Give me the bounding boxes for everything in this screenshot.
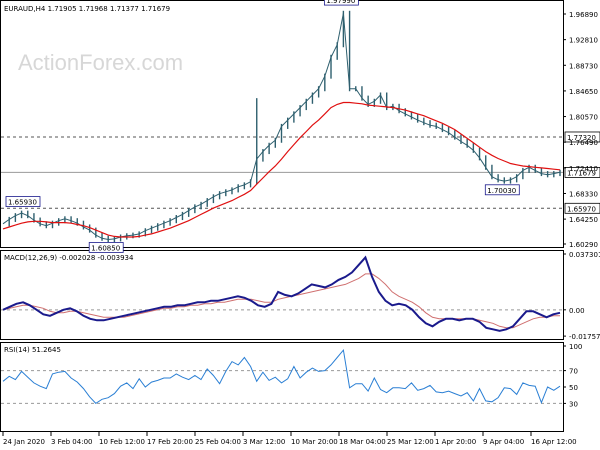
- rsi-y-tick-label-0: 100: [569, 343, 582, 351]
- price-level-tag-1: [564, 167, 600, 178]
- x-tick-label-4: 25 Feb 04:00: [195, 438, 241, 446]
- price-y-tick-label-1: 1.92810: [569, 37, 598, 45]
- price-y-tick-label-3: 1.84650: [569, 88, 598, 96]
- rsi-y-tick-label-3: 30: [569, 400, 578, 408]
- price-close-line: [2, 13, 561, 241]
- rsi-plot: [1, 348, 563, 405]
- price-y-tick-label-7: 1.68330: [569, 190, 598, 198]
- rsi-panel-frame: [0, 342, 564, 432]
- rsi-y-tick-label-2: 50: [569, 384, 578, 392]
- rsi-line: [2, 348, 561, 405]
- price-y-tick-label-4: 1.80570: [569, 114, 598, 122]
- price-level-tag-0: [564, 131, 600, 143]
- price-annotation-label-3: 1.70030: [487, 187, 516, 195]
- price-annotation-label-0: 1.97990: [326, 0, 355, 5]
- x-tick-label-0: 24 Jan 2020: [3, 438, 45, 446]
- watermark: ActionForex.com: [18, 50, 183, 75]
- x-tick-label-9: 1 Apr 20:00: [435, 438, 476, 446]
- price-annotation-box-1: [5, 196, 41, 207]
- macd-header: MACD(12,26,9) -0.002028 -0.003934: [4, 254, 134, 262]
- macd-line: [2, 255, 561, 332]
- macd-y-tick-label-0: 0.037301: [569, 251, 600, 259]
- price-annotation-box-3: [484, 184, 520, 196]
- price-annotation-label-1: 1.65930: [8, 199, 37, 207]
- macd-y-tick-label-1: 0.00: [569, 307, 585, 315]
- price-header: EURAUD,H4 1.71905 1.71968 1.71377 1.7167…: [4, 5, 170, 13]
- x-tick-label-5: 3 Mar 12:00: [243, 438, 285, 446]
- price-annotation-box-2: [88, 242, 124, 253]
- x-tick-label-3: 17 Feb 20:00: [147, 438, 193, 446]
- price-y-tick-label-0: 1.96890: [569, 11, 598, 19]
- x-tick-label-8: 25 Mar 12:00: [387, 438, 434, 446]
- rsi-header: RSI(14) 51.2645: [4, 346, 61, 354]
- price-plot: 1.97990 1.65930 1.60850 1.70030: [1, 0, 563, 253]
- price-y-tick-label-2: 1.88730: [569, 62, 598, 70]
- macd-plot: [1, 255, 563, 332]
- macd-panel-frame: [0, 250, 564, 340]
- price-y-tick-label-6: 1.72410: [569, 165, 598, 173]
- price-y-tick-label-5: 1.76490: [569, 139, 598, 147]
- price-level-tag-2: [564, 202, 600, 214]
- price-level-label-2: 1.65970: [567, 205, 596, 213]
- price-y-tick-label-8: 1.64250: [569, 216, 598, 224]
- price-y-tick-label-9: 1.60290: [569, 241, 598, 249]
- rsi-y-tick-label-1: 70: [569, 368, 578, 376]
- x-tick-label-7: 18 Mar 04:00: [339, 438, 386, 446]
- price-level-label-1: 1.71679: [567, 169, 596, 177]
- macd-y-tick-label-2: -0.017577: [569, 333, 600, 341]
- price-level-label-0: 1.77320: [567, 134, 596, 142]
- x-tick-label-6: 10 Mar 20:00: [291, 438, 338, 446]
- axes: 1.77320 1.71679 1.65970 1.96890 1.92810 1.887…: [2, 11, 600, 446]
- price-panel-frame: [0, 0, 564, 248]
- price-annotation-label-2: 1.60850: [91, 244, 120, 252]
- x-tick-label-11: 16 Apr 12:00: [531, 438, 577, 446]
- price-annotation-box-0: [323, 0, 359, 6]
- x-tick-label-10: 9 Apr 04:00: [483, 438, 524, 446]
- x-tick-label-2: 10 Feb 12:00: [99, 438, 145, 446]
- price-moving-average-line: [2, 101, 561, 238]
- x-tick-label-1: 3 Feb 04:00: [51, 438, 92, 446]
